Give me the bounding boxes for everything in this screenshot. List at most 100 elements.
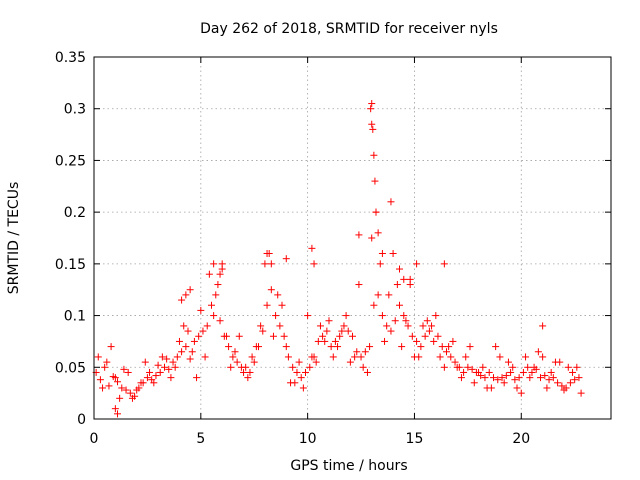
- data-point: [385, 291, 393, 299]
- data-point: [316, 322, 324, 330]
- data-point: [111, 374, 119, 382]
- data-point: [349, 332, 356, 340]
- data-point: [282, 343, 290, 351]
- data-point: [440, 260, 448, 268]
- data-point: [199, 327, 207, 335]
- data-point: [387, 327, 395, 335]
- data-point: [122, 386, 130, 394]
- data-point: [457, 374, 465, 382]
- data-point: [188, 348, 196, 356]
- data-point: [323, 327, 331, 335]
- data-point: [554, 379, 562, 387]
- data-point: [297, 374, 305, 382]
- data-point: [494, 376, 502, 384]
- data-point: [342, 312, 350, 320]
- y-tick-label: 0: [77, 412, 86, 428]
- data-point: [479, 363, 487, 371]
- data-point: [152, 372, 160, 380]
- data-point: [376, 260, 384, 268]
- data-point: [402, 317, 410, 325]
- data-point: [468, 365, 476, 373]
- data-point: [163, 355, 171, 363]
- data-point: [182, 291, 190, 299]
- data-point: [363, 368, 371, 376]
- data-point: [287, 379, 295, 387]
- data-point: [208, 301, 215, 309]
- data-point: [310, 260, 318, 268]
- data-point: [408, 332, 416, 340]
- data-point: [541, 372, 549, 380]
- x-tick-label: 10: [299, 431, 317, 447]
- data-point: [205, 270, 213, 278]
- data-point: [391, 317, 399, 325]
- data-point: [302, 368, 309, 376]
- data-point: [111, 405, 119, 413]
- data-point: [436, 353, 444, 361]
- data-point: [421, 332, 429, 340]
- data-point: [515, 374, 523, 382]
- data-point: [378, 312, 386, 320]
- data-point: [368, 100, 376, 108]
- data-point: [361, 348, 369, 356]
- data-point: [475, 368, 483, 376]
- data-point: [186, 355, 194, 363]
- data-point: [124, 368, 132, 376]
- data-point: [242, 363, 250, 371]
- data-point: [312, 358, 320, 366]
- data-point: [274, 291, 282, 299]
- x-tick-label: 15: [406, 431, 424, 447]
- data-point: [295, 358, 303, 366]
- data-point: [438, 343, 446, 351]
- data-point: [94, 353, 102, 361]
- chart-title: Day 262 of 2018, SRMTID for receiver nyl…: [200, 21, 498, 37]
- data-point: [464, 363, 472, 371]
- data-point: [451, 358, 459, 366]
- data-point: [425, 327, 433, 335]
- data-point: [428, 322, 436, 330]
- data-point: [374, 291, 382, 299]
- data-point: [182, 343, 190, 351]
- data-point: [240, 368, 248, 376]
- y-tick-label: 0.35: [55, 50, 86, 66]
- data-point: [319, 332, 327, 340]
- data-point: [498, 374, 506, 382]
- data-point: [227, 363, 235, 371]
- data-point: [371, 177, 379, 185]
- data-point: [378, 250, 386, 258]
- data-point: [481, 374, 489, 382]
- data-point: [284, 353, 292, 361]
- data-point: [511, 376, 519, 384]
- y-tick-label: 0.2: [64, 205, 86, 221]
- data-point: [460, 368, 468, 376]
- data-point: [235, 332, 243, 340]
- data-point: [165, 365, 173, 373]
- data-point: [184, 327, 192, 335]
- data-point: [314, 337, 322, 345]
- data-point: [154, 361, 162, 369]
- data-point: [267, 286, 275, 294]
- data-point: [558, 382, 566, 390]
- data-point: [252, 343, 260, 351]
- data-point: [537, 374, 544, 382]
- data-point: [577, 389, 585, 397]
- data-point: [502, 372, 510, 380]
- data-point: [423, 317, 431, 325]
- data-point: [137, 379, 145, 387]
- y-tick-label: 0.3: [64, 102, 86, 118]
- data-point: [560, 386, 568, 394]
- data-point: [413, 337, 421, 345]
- data-point: [156, 368, 164, 376]
- data-point: [186, 286, 194, 294]
- data-point: [146, 368, 154, 376]
- data-point: [492, 343, 500, 351]
- data-point: [353, 348, 361, 356]
- data-point: [389, 250, 397, 258]
- x-tick-label: 20: [512, 431, 530, 447]
- x-tick-labels: 0 5 10 15 20: [90, 431, 531, 447]
- data-point: [445, 343, 453, 351]
- data-point: [133, 386, 141, 394]
- data-point: [128, 394, 136, 402]
- data-point: [507, 368, 515, 376]
- data-point: [496, 353, 504, 361]
